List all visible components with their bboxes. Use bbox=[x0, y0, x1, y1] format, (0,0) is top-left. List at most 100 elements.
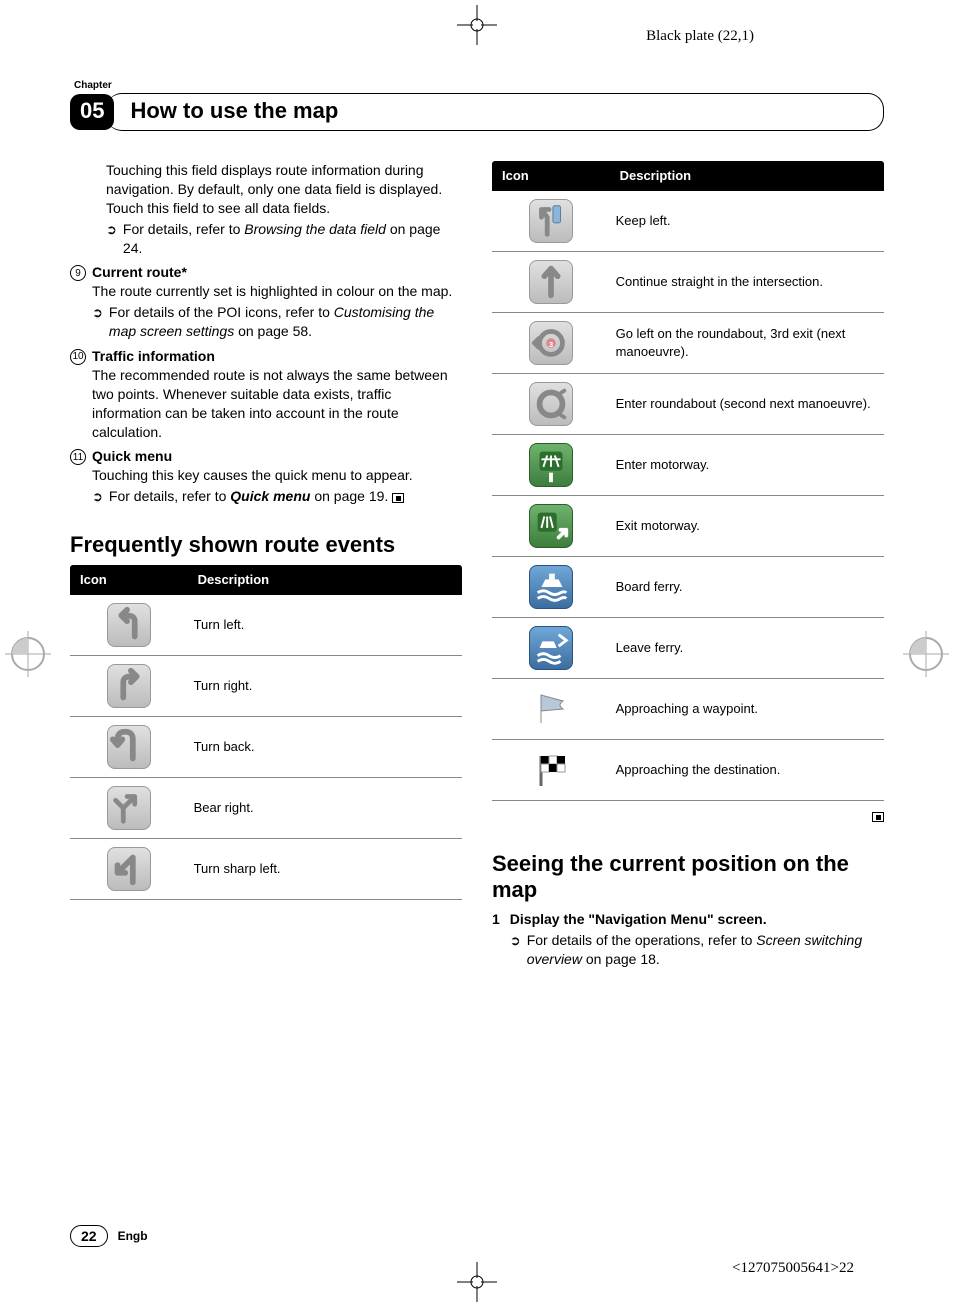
icon-cell bbox=[70, 777, 188, 838]
route-icon bbox=[529, 748, 573, 792]
table-row: Exit motorway. bbox=[492, 495, 884, 556]
item-number-icon: 9 bbox=[70, 265, 86, 281]
route-icon bbox=[107, 725, 151, 769]
table-row: Turn right. bbox=[70, 655, 462, 716]
icon-cell bbox=[492, 556, 610, 617]
step-text: Display the "Navigation Menu" screen. bbox=[510, 910, 884, 929]
table-row: Approaching a waypoint. bbox=[492, 678, 884, 739]
table-row: Continue straight in the intersection. bbox=[492, 251, 884, 312]
numbered-item: 11 Quick menu Touching this key causes t… bbox=[70, 447, 462, 506]
crop-mark-bottom bbox=[457, 1262, 497, 1302]
table-row: Leave ferry. bbox=[492, 617, 884, 678]
table-header-icon: Icon bbox=[70, 565, 188, 595]
arrow-icon: ➲ bbox=[92, 304, 103, 341]
crop-mark-top bbox=[457, 5, 497, 45]
table-row: Turn back. bbox=[70, 716, 462, 777]
arrow-icon: ➲ bbox=[510, 932, 521, 969]
route-icon bbox=[107, 664, 151, 708]
route-events-table-left: Icon Description Turn left. Turn right. bbox=[70, 565, 462, 900]
table-row: Approaching the destination. bbox=[492, 739, 884, 800]
description-cell: Approaching the destination. bbox=[610, 739, 884, 800]
item-ref: For details, refer to Quick menu on page… bbox=[109, 487, 404, 506]
plate-label: Black plate (22,1) bbox=[646, 28, 754, 45]
description-cell: Keep left. bbox=[610, 191, 884, 252]
table-header-desc: Description bbox=[188, 565, 462, 595]
item-body: Touching this key causes the quick menu … bbox=[92, 466, 413, 485]
section-frequently-shown: Frequently shown route events bbox=[70, 532, 462, 557]
route-icon bbox=[529, 260, 573, 304]
icon-cell bbox=[492, 191, 610, 252]
table-row: Turn sharp left. bbox=[70, 838, 462, 899]
end-of-section-icon bbox=[872, 812, 884, 822]
route-icon bbox=[107, 847, 151, 891]
numbered-item: 9 Current route* The route currently set… bbox=[70, 263, 462, 341]
chapter-title: How to use the map bbox=[130, 98, 338, 123]
route-icon bbox=[529, 504, 573, 548]
description-cell: Exit motorway. bbox=[610, 495, 884, 556]
route-icon bbox=[529, 443, 573, 487]
end-of-section-icon bbox=[392, 493, 404, 503]
intro-paragraph: Touching this field displays route infor… bbox=[106, 161, 462, 218]
item-number-icon: 11 bbox=[70, 449, 86, 465]
item-title: Traffic information bbox=[92, 347, 462, 366]
icon-cell bbox=[492, 678, 610, 739]
page-number: 22 bbox=[70, 1225, 108, 1247]
page-footer: 22 Engb bbox=[70, 1225, 148, 1247]
table-row: Enter roundabout (second next manoeuvre)… bbox=[492, 373, 884, 434]
table-row: Bear right. bbox=[70, 777, 462, 838]
route-icon bbox=[529, 321, 573, 365]
registration-mark-right bbox=[903, 631, 949, 677]
table-header-desc: Description bbox=[610, 161, 884, 191]
icon-cell bbox=[492, 251, 610, 312]
intro-ref: For details, refer to Browsing the data … bbox=[123, 220, 462, 258]
left-column: Touching this field displays route infor… bbox=[70, 161, 462, 969]
description-cell: Go left on the roundabout, 3rd exit (nex… bbox=[610, 312, 884, 373]
icon-cell bbox=[70, 838, 188, 899]
table-row: Go left on the roundabout, 3rd exit (nex… bbox=[492, 312, 884, 373]
table-row: Enter motorway. bbox=[492, 434, 884, 495]
description-cell: Leave ferry. bbox=[610, 617, 884, 678]
route-icon bbox=[529, 687, 573, 731]
table-header-icon: Icon bbox=[492, 161, 610, 191]
icon-cell bbox=[70, 595, 188, 656]
arrow-icon: ➲ bbox=[106, 221, 117, 258]
item-body: The route currently set is highlighted i… bbox=[92, 282, 462, 301]
description-cell: Turn left. bbox=[188, 595, 462, 656]
table-row: Keep left. bbox=[492, 191, 884, 252]
right-column: Icon Description Keep left. Continue str… bbox=[492, 161, 884, 969]
item-number-icon: 10 bbox=[70, 349, 86, 365]
description-cell: Bear right. bbox=[188, 777, 462, 838]
step-item: 1 Display the "Navigation Menu" screen. … bbox=[492, 910, 884, 969]
chapter-label: Chapter bbox=[74, 80, 884, 91]
table-row: Turn left. bbox=[70, 595, 462, 656]
description-cell: Approaching a waypoint. bbox=[610, 678, 884, 739]
icon-cell bbox=[492, 495, 610, 556]
description-cell: Board ferry. bbox=[610, 556, 884, 617]
icon-cell bbox=[70, 716, 188, 777]
icon-cell bbox=[492, 312, 610, 373]
route-icon bbox=[529, 199, 573, 243]
item-ref: For details of the POI icons, refer to C… bbox=[109, 303, 462, 341]
route-events-table-right: Icon Description Keep left. Continue str… bbox=[492, 161, 884, 801]
route-icon bbox=[529, 382, 573, 426]
icon-cell bbox=[492, 617, 610, 678]
route-icon bbox=[529, 626, 573, 670]
language-label: Engb bbox=[118, 1229, 148, 1243]
document-id: <127075005641>22 bbox=[732, 1260, 854, 1277]
numbered-item: 10 Traffic information The recommended r… bbox=[70, 347, 462, 441]
description-cell: Turn sharp left. bbox=[188, 838, 462, 899]
registration-mark-left bbox=[5, 631, 51, 677]
arrow-icon: ➲ bbox=[92, 488, 103, 506]
description-cell: Enter motorway. bbox=[610, 434, 884, 495]
description-cell: Turn right. bbox=[188, 655, 462, 716]
item-title: Quick menu bbox=[92, 447, 413, 466]
step-ref: For details of the operations, refer to … bbox=[527, 931, 884, 969]
item-title: Current route* bbox=[92, 263, 462, 282]
route-icon bbox=[107, 603, 151, 647]
route-icon bbox=[529, 565, 573, 609]
icon-cell bbox=[492, 434, 610, 495]
description-cell: Enter roundabout (second next manoeuvre)… bbox=[610, 373, 884, 434]
icon-cell bbox=[492, 373, 610, 434]
table-row: Board ferry. bbox=[492, 556, 884, 617]
chapter-header: 05 How to use the map bbox=[70, 93, 884, 131]
